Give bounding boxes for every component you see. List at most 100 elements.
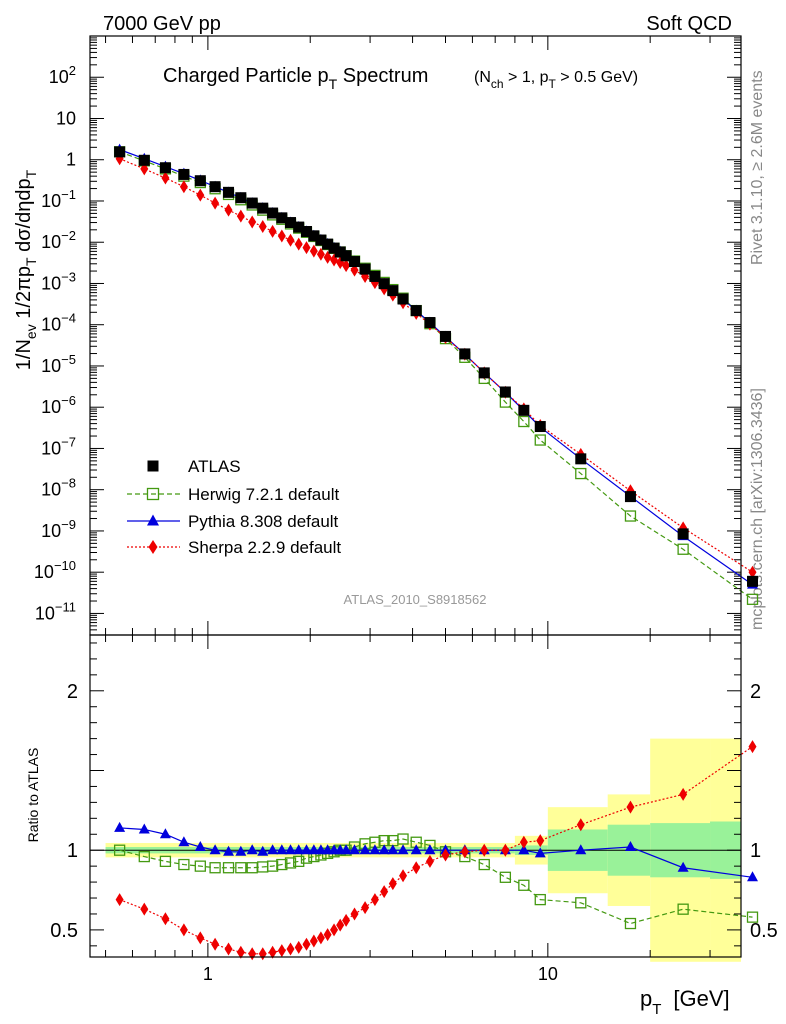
main-ytick-label: 10−4	[41, 311, 76, 335]
ratio-point-sherpa-2-2-9-default	[258, 947, 267, 961]
main-point-atlas	[138, 154, 150, 166]
main-point-sherpa-2-2-9-default	[286, 233, 295, 247]
main-point-atlas	[246, 197, 258, 209]
main-point-sherpa-2-2-9-default	[179, 180, 188, 194]
ratio-point-pythia-8-308-default	[194, 841, 206, 852]
ratio-point-pythia-8-308-default	[209, 844, 221, 855]
main-point-atlas	[378, 278, 390, 290]
main-ytick-label: 1	[66, 150, 76, 170]
legend-marker-sherpa-2-2-9-default	[148, 540, 158, 554]
main-point-atlas	[235, 192, 247, 204]
main-point-sherpa-2-2-9-default	[268, 224, 277, 238]
ratio-point-herwig-7-2-1-default	[284, 857, 297, 869]
title-main-subscript: T	[329, 76, 338, 92]
ratio-point-pythia-8-308-default	[534, 847, 546, 858]
legend-label-herwig-7-2-1-default: Herwig 7.2.1 default	[188, 485, 339, 504]
ratio-point-herwig-7-2-1-default	[293, 855, 305, 868]
main-point-atlas	[285, 217, 297, 229]
main-point-atlas	[293, 221, 305, 233]
ratio-point-sherpa-2-2-9-default	[342, 913, 351, 927]
main-point-atlas	[369, 270, 381, 282]
main-ytick-label: 10−2	[41, 228, 76, 252]
ratio-point-sherpa-2-2-9-default	[361, 901, 370, 915]
x-axis-label-sub: T	[652, 1001, 661, 1018]
ratio-point-sherpa-2-2-9-default	[140, 902, 149, 916]
main-point-sherpa-2-2-9-default	[302, 241, 311, 255]
main-ytick-label: 10−6	[41, 393, 76, 417]
ratio-point-herwig-7-2-1-default	[397, 833, 409, 845]
main-point-atlas	[315, 234, 327, 246]
main-point-atlas	[624, 491, 636, 503]
ratio-point-herwig-7-2-1-default	[624, 917, 637, 930]
analysis-watermark: ATLAS_2010_S8918562	[344, 592, 487, 607]
main-point-atlas	[223, 186, 235, 198]
ratio-point-sherpa-2-2-9-default	[388, 877, 397, 891]
main-ytick-label: 10−7	[41, 434, 76, 458]
ratio-point-sherpa-2-2-9-default	[277, 944, 286, 958]
ratio-point-herwig-7-2-1-default	[518, 879, 530, 891]
ratio-point-sherpa-2-2-9-default	[330, 923, 339, 937]
ratio-point-pythia-8-308-default	[235, 845, 247, 856]
main-point-sherpa-2-2-9-default	[316, 247, 325, 261]
ratio-point-pythia-8-308-default	[178, 836, 190, 847]
ratio-point-pythia-8-308-default	[369, 844, 381, 855]
main-point-sherpa-2-2-9-default	[211, 196, 220, 210]
main-point-atlas	[478, 367, 490, 379]
ratio-point-herwig-7-2-1-default	[575, 897, 587, 909]
main-point-atlas	[334, 246, 346, 258]
ratio-point-pythia-8-308-default	[308, 844, 320, 855]
ratio-ytick-label: 1	[67, 840, 78, 862]
cut-mid: > 1, p	[504, 69, 549, 86]
ratio-point-herwig-7-2-1-default	[138, 850, 150, 863]
ratio-point-sherpa-2-2-9-default	[115, 893, 124, 907]
ratio-point-herwig-7-2-1-default	[534, 893, 546, 906]
ratio-ytick-label-right: 1	[750, 840, 761, 862]
main-point-atlas	[387, 285, 399, 297]
ratio-point-sherpa-2-2-9-default	[519, 835, 528, 849]
main-point-atlas	[575, 453, 587, 465]
ratio-point-pythia-8-308-default	[424, 844, 436, 855]
main-point-atlas	[328, 242, 340, 254]
ratio-point-pythia-8-308-default	[397, 844, 409, 855]
main-point-atlas	[308, 230, 320, 242]
ratio-point-pythia-8-308-default	[223, 845, 235, 856]
main-ytick-label: 10	[56, 108, 76, 128]
cut-sub-nch: ch	[491, 77, 504, 91]
ratio-point-pythia-8-308-default	[138, 823, 150, 834]
ratio-point-herwig-7-2-1-default	[677, 903, 689, 915]
x-axis-label: pT [GeV]	[640, 986, 730, 1018]
ratio-point-pythia-8-308-default	[747, 871, 759, 882]
ratio-point-herwig-7-2-1-default	[235, 862, 247, 874]
ratio-point-sherpa-2-2-9-default	[626, 800, 635, 814]
ratio-point-herwig-7-2-1-default	[159, 855, 172, 868]
cut-open: (N	[474, 69, 491, 86]
ratio-point-pythia-8-308-default	[378, 844, 390, 855]
main-point-atlas	[322, 238, 334, 250]
plot-frames	[89, 35, 742, 958]
main-point-atlas	[424, 317, 436, 329]
ratio-point-sherpa-2-2-9-default	[294, 940, 303, 954]
main-point-atlas	[159, 162, 171, 174]
ratio-point-sherpa-2-2-9-default	[309, 934, 318, 948]
main-plot-title: Charged Particle pT Spectrum	[163, 65, 428, 92]
cut-sub-pt: T	[549, 77, 557, 91]
main-point-sherpa-2-2-9-default	[748, 565, 757, 579]
ratio-point-pythia-8-308-default	[387, 844, 399, 855]
ratio-point-sherpa-2-2-9-default	[248, 947, 257, 961]
main-point-sherpa-2-2-9-default	[277, 229, 286, 243]
legend-label-pythia-8-308-default: Pythia 8.308 default	[188, 512, 339, 531]
ratio-point-sherpa-2-2-9-default	[370, 893, 379, 907]
main-line-sherpa-2-2-9-default	[119, 158, 753, 573]
main-point-sherpa-2-2-9-default	[294, 237, 303, 251]
x-tick-label: 10	[538, 964, 558, 984]
main-point-atlas	[300, 225, 312, 237]
main-point-atlas	[114, 146, 126, 158]
ratio-point-pythia-8-308-default	[340, 844, 352, 855]
ratio-point-pythia-8-308-default	[114, 821, 126, 832]
ratio-point-sherpa-2-2-9-default	[425, 854, 434, 868]
main-point-atlas	[440, 330, 452, 342]
x-tick-label: 1	[203, 964, 213, 984]
ratio-point-sherpa-2-2-9-default	[399, 869, 408, 883]
ratio-point-herwig-7-2-1-default	[276, 858, 288, 871]
ratio-point-sherpa-2-2-9-default	[748, 740, 757, 754]
